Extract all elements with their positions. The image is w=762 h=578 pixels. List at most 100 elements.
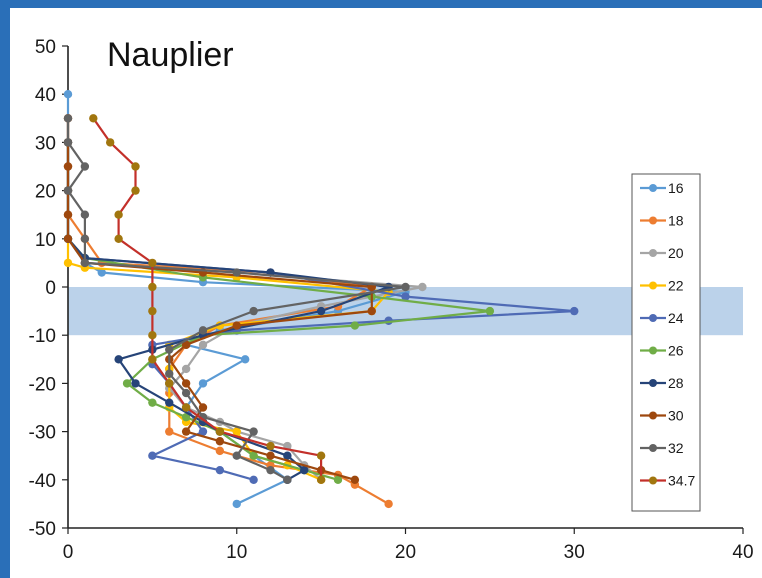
- series-point: [215, 427, 225, 436]
- series-point: [316, 306, 326, 316]
- legend-item: 16: [640, 180, 684, 196]
- series-point: [283, 475, 292, 484]
- series-point: [570, 306, 579, 316]
- series-point: [181, 340, 191, 350]
- series-point: [316, 475, 326, 484]
- legend-swatch-marker: [649, 184, 657, 192]
- legend-swatch-marker: [649, 379, 657, 387]
- legend-label: 18: [668, 213, 684, 229]
- series-point: [89, 114, 98, 123]
- legend-label: 32: [668, 440, 684, 456]
- series-point: [63, 162, 73, 171]
- x-tick-label: 10: [226, 542, 247, 563]
- series-point: [63, 210, 73, 219]
- series-point: [114, 210, 123, 219]
- series-point: [350, 475, 360, 484]
- series-point: [232, 321, 241, 330]
- series-point: [97, 268, 106, 277]
- series-point: [283, 451, 292, 460]
- legend-item: 24: [640, 310, 684, 326]
- legend-swatch-marker: [649, 314, 657, 322]
- series-point: [181, 364, 191, 374]
- series-34.7: [89, 114, 326, 484]
- legend-label: 24: [668, 310, 684, 326]
- x-tick-label: 30: [564, 542, 585, 563]
- legend-item: 28: [640, 375, 684, 391]
- series-point: [300, 465, 309, 475]
- series-point: [131, 186, 140, 195]
- series-point: [63, 114, 73, 123]
- series-point: [148, 398, 157, 407]
- series-point: [165, 369, 174, 378]
- series-point: [215, 437, 225, 446]
- series-point: [198, 340, 208, 350]
- legend-swatch-marker: [649, 476, 657, 485]
- legend-swatch-marker: [649, 411, 657, 420]
- series-point: [80, 234, 90, 243]
- y-tick-label: 20: [35, 182, 56, 203]
- series-point: [181, 403, 191, 412]
- series-point: [215, 465, 225, 475]
- y-tick-label: 0: [45, 278, 56, 299]
- series-point: [232, 427, 241, 436]
- legend-swatch-marker: [649, 216, 657, 225]
- legend-box: [631, 173, 701, 512]
- series-point: [266, 451, 275, 460]
- chart-frame: 50 40 30 20 10 0 -10 -20 -30 -40 -50 0 10 20 30 40 Naup…: [10, 8, 762, 578]
- series-point: [148, 282, 157, 292]
- legend-item: 20: [640, 245, 684, 261]
- chart-svg: 50 40 30 20 10 0 -10 -20 -30 -40 -50 0 10 20 30 40 Naup…: [10, 8, 762, 578]
- series-point: [63, 258, 73, 268]
- series-point: [80, 162, 90, 171]
- series-point: [240, 355, 250, 364]
- x-tick-label: 40: [732, 542, 753, 563]
- series-point: [148, 258, 157, 268]
- series-point: [165, 379, 174, 388]
- series-point: [350, 321, 360, 330]
- series-point: [266, 465, 275, 475]
- series-point: [249, 475, 258, 484]
- series-point: [181, 388, 191, 398]
- legend-swatch-marker: [649, 249, 657, 257]
- series-point: [316, 451, 326, 460]
- series-point: [198, 326, 208, 335]
- series-point: [232, 451, 241, 460]
- y-tick-label: -30: [29, 423, 56, 444]
- series-point: [131, 379, 140, 388]
- series-point: [198, 403, 208, 412]
- legend-label: 22: [668, 278, 684, 294]
- series-point: [198, 427, 208, 436]
- series-point: [80, 258, 90, 268]
- legend-item: 34.7: [640, 473, 695, 489]
- series-point: [249, 306, 258, 316]
- series-point: [181, 379, 191, 388]
- series-point: [333, 475, 343, 484]
- series-point: [165, 345, 174, 354]
- series-point: [232, 268, 241, 277]
- series-point: [198, 379, 208, 388]
- chart-title: Nauplier: [107, 36, 234, 74]
- legend-item: 32: [640, 440, 684, 456]
- x-tick-label: 20: [395, 542, 416, 563]
- legend-swatch-marker: [649, 444, 657, 452]
- y-tick-label: -20: [29, 374, 56, 395]
- legend-label: 16: [668, 180, 684, 196]
- series-point: [401, 292, 410, 301]
- series-point: [114, 234, 123, 243]
- legend-item: 26: [640, 343, 684, 359]
- legend-label: 30: [668, 408, 684, 424]
- series-point: [181, 412, 191, 422]
- series-point: [63, 234, 73, 243]
- legend-label: 28: [668, 375, 684, 391]
- y-tick-label: 10: [35, 230, 56, 251]
- series-point: [249, 427, 258, 436]
- legend-label: 20: [668, 245, 684, 261]
- series-point: [232, 499, 241, 509]
- y-tick-label: 50: [35, 37, 56, 58]
- series-point: [181, 427, 191, 436]
- series-point: [485, 306, 495, 316]
- series-point: [165, 427, 174, 436]
- series-point: [131, 162, 140, 171]
- y-tick-label: 40: [35, 85, 56, 106]
- x-tick-label: 0: [63, 542, 74, 563]
